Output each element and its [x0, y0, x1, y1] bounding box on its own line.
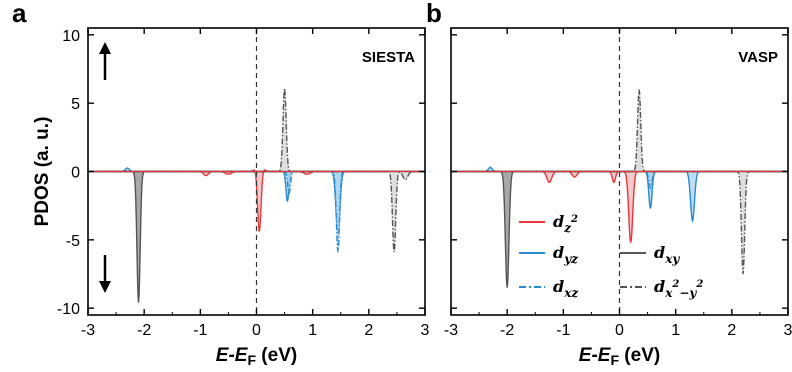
x-tick-label: -2 [500, 322, 514, 339]
x-tick-label: -3 [81, 322, 95, 339]
y-tick-label: 5 [71, 96, 80, 113]
spin-up-arrowhead [99, 42, 111, 54]
legend-label-dxz: dxz [553, 277, 579, 300]
x-tick-label: -2 [137, 322, 151, 339]
legend-label-dyz: dyz [553, 243, 579, 266]
panel-b: b VASP -3 -2 -1 0 1 2 3 E-EF (eV) [426, 0, 792, 368]
code-label: SIESTA [362, 49, 415, 66]
y-tick-label: 0 [71, 165, 80, 182]
y-tick-label: -10 [57, 301, 80, 318]
x-tick-label: 1 [671, 322, 680, 339]
x-tick-label: 3 [421, 322, 430, 339]
x-tick-label: 0 [615, 322, 624, 339]
y-tick-label: -5 [66, 233, 80, 250]
code-label: VASP [738, 49, 778, 66]
legend-label-dx2y2: dx2−y2 [654, 277, 703, 300]
x-axis-label: E-EF (eV) [216, 345, 297, 368]
x-tick-label: -1 [193, 322, 207, 339]
legend-label-dz2: dz2 [553, 212, 578, 235]
x-tick-label: 2 [727, 322, 736, 339]
x-tick-label: -3 [444, 322, 458, 339]
panel-letter: a [12, 0, 27, 28]
spin-down-arrowhead [99, 281, 111, 293]
y-axis-label: PDOS (a. u.) [32, 117, 53, 227]
y-tick-label: 10 [62, 28, 80, 45]
x-tick-label: 3 [784, 322, 792, 339]
panel-letter: b [426, 0, 442, 28]
legend-label-dxy: dxy [654, 243, 680, 266]
x-tick-label: 1 [308, 322, 317, 339]
legend: dz2 dyz dxy dxz dx2−y2 [519, 212, 703, 300]
x-tick-label: -1 [556, 322, 570, 339]
x-tick-label: 2 [364, 322, 373, 339]
x-axis-label: E-EF (eV) [579, 345, 660, 368]
x-tick-label: 0 [252, 322, 261, 339]
